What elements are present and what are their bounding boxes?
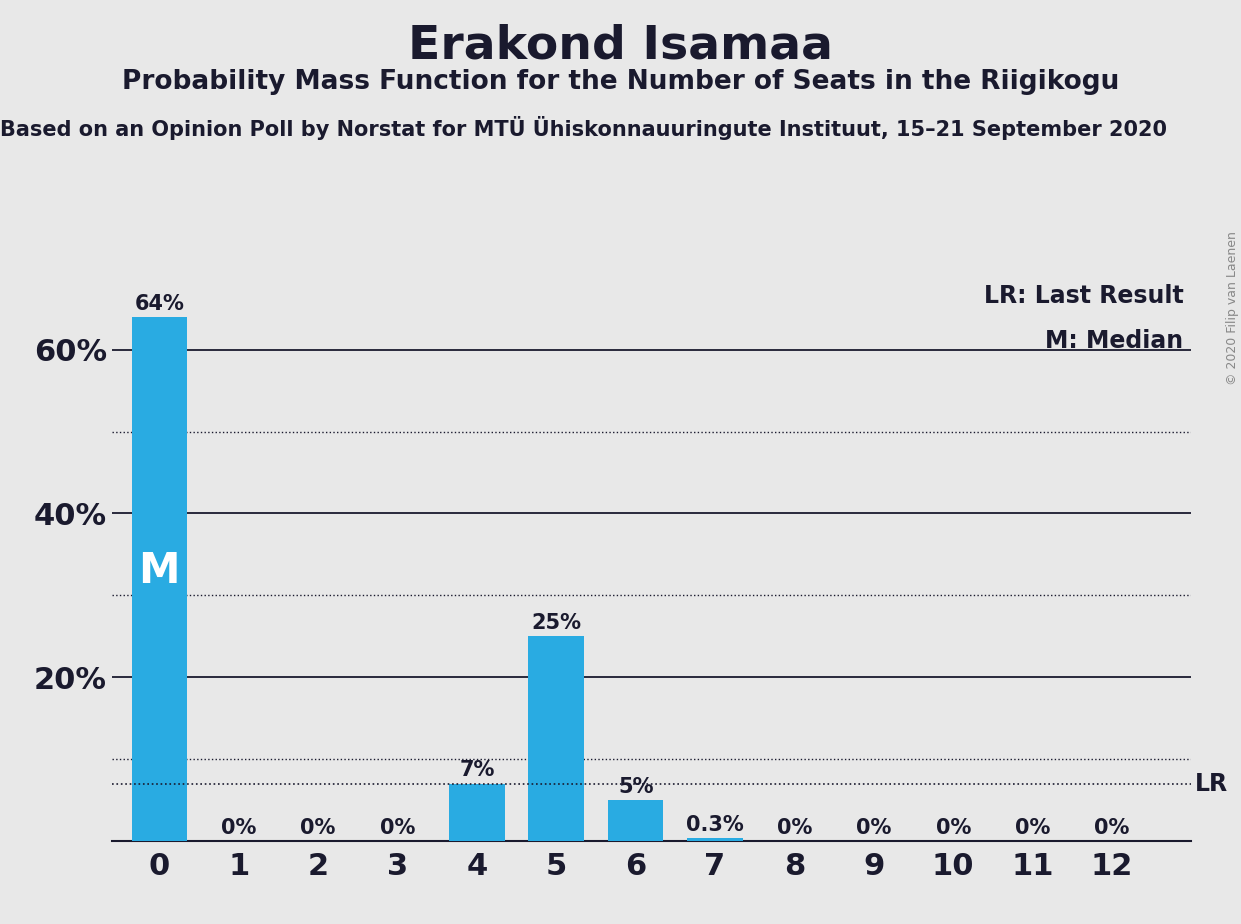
Text: 0.3%: 0.3% bbox=[686, 815, 743, 835]
Text: M: M bbox=[139, 550, 180, 591]
Bar bbox=[529, 637, 585, 841]
Text: Based on an Opinion Poll by Norstat for MTÜ Ühiskonnauuringute Instituut, 15–21 : Based on an Opinion Poll by Norstat for … bbox=[0, 116, 1167, 140]
Text: M: Median: M: Median bbox=[1045, 329, 1184, 353]
Bar bbox=[132, 317, 187, 841]
Text: 7%: 7% bbox=[459, 760, 495, 780]
Text: © 2020 Filip van Laenen: © 2020 Filip van Laenen bbox=[1226, 231, 1239, 385]
Bar bbox=[449, 784, 505, 841]
Text: 0%: 0% bbox=[777, 818, 812, 837]
Text: 0%: 0% bbox=[300, 818, 336, 837]
Text: Probability Mass Function for the Number of Seats in the Riigikogu: Probability Mass Function for the Number… bbox=[122, 69, 1119, 95]
Text: 0%: 0% bbox=[1095, 818, 1129, 837]
Text: 25%: 25% bbox=[531, 613, 581, 633]
Text: 64%: 64% bbox=[134, 294, 184, 314]
Text: LR: LR bbox=[1195, 772, 1229, 796]
Text: 0%: 0% bbox=[856, 818, 891, 837]
Text: Erakond Isamaa: Erakond Isamaa bbox=[408, 23, 833, 68]
Text: 0%: 0% bbox=[1015, 818, 1050, 837]
Text: LR: Last Result: LR: Last Result bbox=[984, 285, 1184, 309]
Text: 5%: 5% bbox=[618, 777, 654, 796]
Text: 0%: 0% bbox=[380, 818, 416, 837]
Text: 0%: 0% bbox=[221, 818, 257, 837]
Bar bbox=[608, 800, 664, 841]
Bar bbox=[688, 838, 743, 841]
Text: 0%: 0% bbox=[936, 818, 970, 837]
